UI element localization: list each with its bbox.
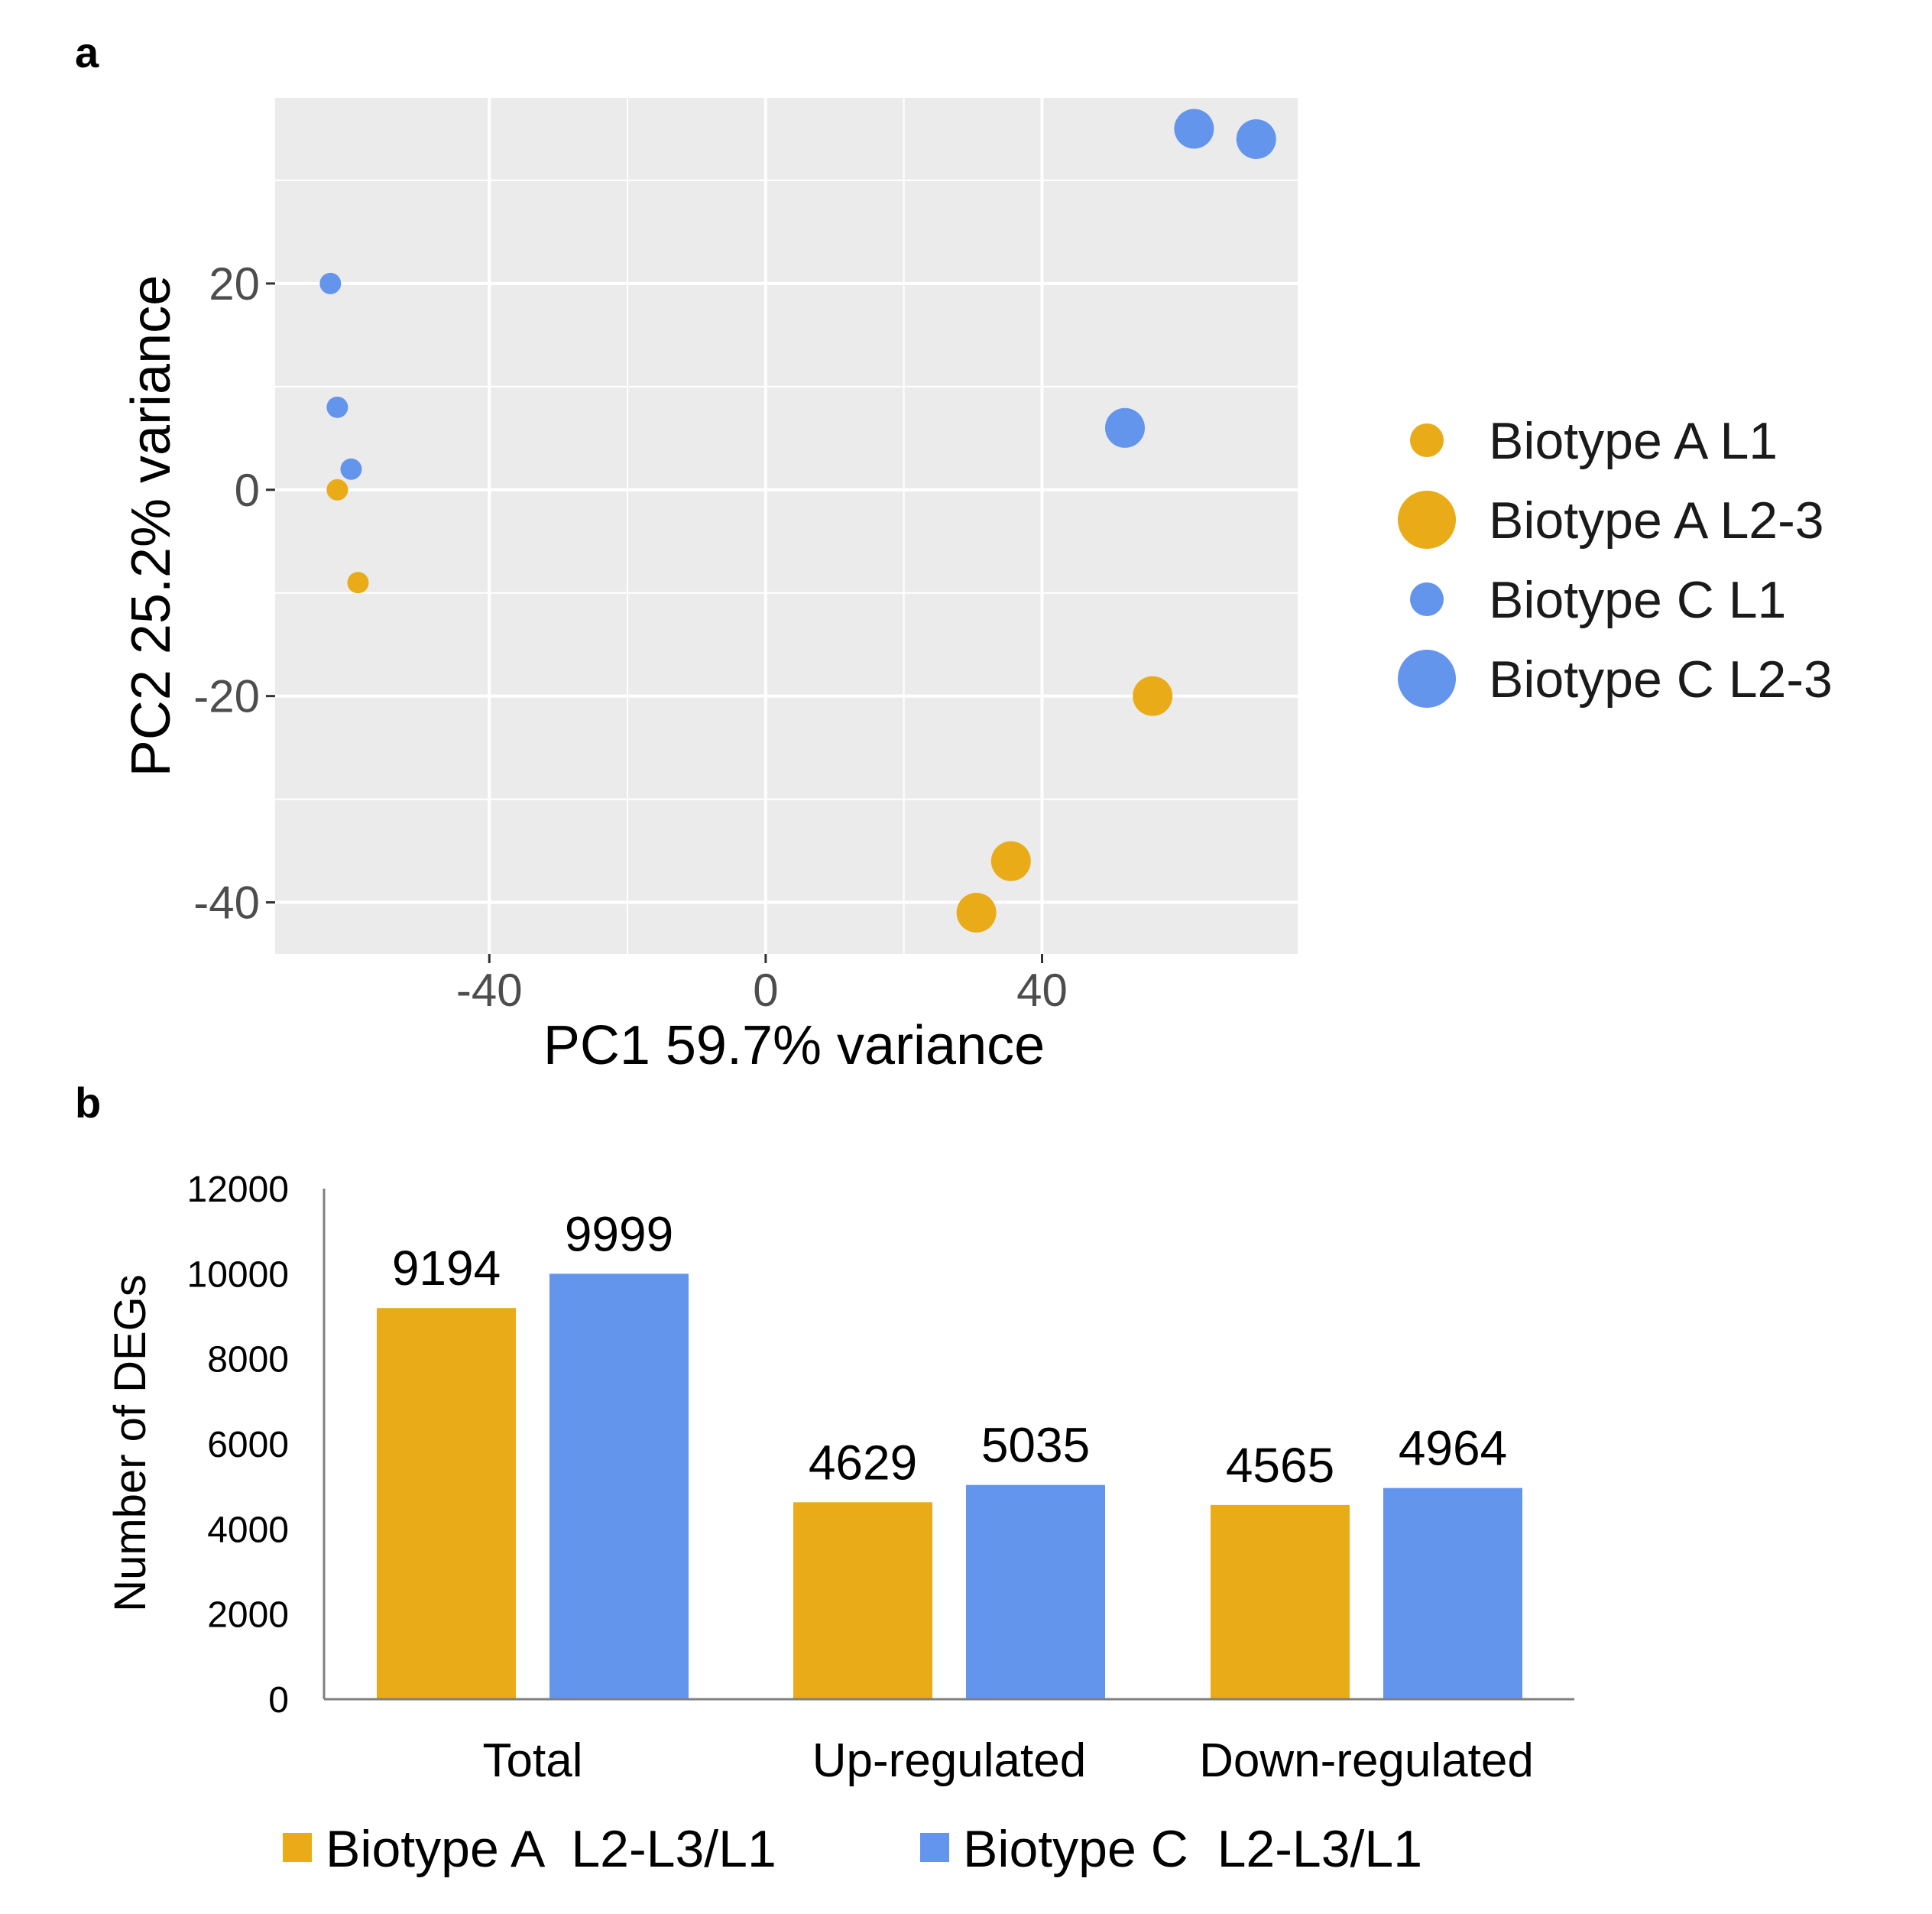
panel-b-letter: b [75, 1079, 101, 1127]
bar-y-ticks: 0 2000 4000 6000 8000 10000 12000 [187, 1169, 289, 1721]
pca-scatter-chart: -40 -20 0 20 -40 0 40 PC1 59.7% variance PC2 … [121, 98, 1833, 1076]
scatter-x-tick-label: 0 [753, 965, 778, 1016]
scatter-y-axis-title: PC2 25.2% variance [121, 275, 182, 777]
bar-y-tick-label: 6000 [207, 1425, 289, 1465]
bar-axes [323, 1189, 1574, 1701]
scatter-point [1133, 676, 1173, 716]
bar-data-label: 5035 [981, 1418, 1090, 1473]
scatter-x-tick-label: -40 [456, 965, 523, 1016]
scatter-point [326, 396, 348, 418]
bar [1211, 1504, 1350, 1699]
bar-y-tick-label: 12000 [187, 1169, 289, 1210]
scatter-gridlines [275, 98, 1298, 954]
scatter-point [319, 272, 342, 294]
deg-bar-chart: 0 2000 4000 6000 8000 10000 12000 9194 4629 4565… [105, 1169, 1574, 1878]
scatter-plot-area [275, 98, 1298, 954]
bar-category-label: Down-regulated [1199, 1734, 1534, 1787]
bar-data-label: 4964 [1399, 1421, 1507, 1476]
scatter-legend-label: Biotype A L2-3 [1489, 491, 1824, 550]
scatter-points [319, 109, 1276, 933]
bar-legend-key [920, 1833, 949, 1862]
scatter-point [340, 458, 362, 480]
bar-y-axis-title: Number of DEGs [105, 1274, 155, 1612]
scatter-y-tick-label: 20 [209, 258, 260, 310]
scatter-point [1236, 118, 1276, 159]
scatter-point [1104, 407, 1145, 448]
scatter-x-axis-title: PC1 59.7% variance [543, 1015, 1045, 1076]
bar-y-tick-label: 0 [268, 1680, 289, 1721]
bar [549, 1273, 689, 1699]
scatter-legend: Biotype A L1 Biotype A L2-3 Biotype C L1 Bi… [1398, 412, 1833, 709]
bar-y-tick-label: 4000 [207, 1510, 289, 1550]
scatter-legend-key [1410, 423, 1444, 457]
bar-category-label: Up-regulated [812, 1734, 1086, 1787]
bar [377, 1308, 516, 1699]
bar [966, 1484, 1105, 1699]
bar-legend: Biotype A L2-L3/L1 Biotype C L2-L3/L1 [283, 1820, 1422, 1878]
panel-a-letter: a [75, 28, 99, 76]
bar-data-label: 9999 [565, 1206, 673, 1261]
bar-data-label: 4565 [1226, 1438, 1334, 1493]
bar-legend-label: Biotype C L2-L3/L1 [963, 1820, 1422, 1878]
bar-y-tick-label: 2000 [207, 1595, 289, 1636]
bar-legend-label: Biotype A L2-L3/L1 [326, 1820, 776, 1878]
bar-category-label: Total [483, 1734, 583, 1787]
scatter-x-tick-label: 40 [1016, 965, 1068, 1016]
bar-data-labels: 9194 4629 4565 9999 5035 4964 [392, 1206, 1507, 1492]
scatter-point [956, 893, 997, 933]
scatter-legend-key [1398, 491, 1456, 549]
scatter-y-tick-label: 0 [235, 465, 260, 516]
bar-y-tick-label: 10000 [187, 1254, 289, 1295]
scatter-y-tick-label: -40 [193, 878, 260, 929]
scatter-legend-key [1398, 650, 1456, 708]
bar-data-label: 9194 [392, 1241, 501, 1296]
bar-series [377, 1273, 1522, 1699]
scatter-point [1174, 109, 1214, 149]
scatter-point [347, 572, 369, 594]
bar-y-tick-label: 8000 [207, 1340, 289, 1380]
scatter-y-tick-label: -20 [193, 671, 260, 722]
scatter-x-ticks: -40 0 40 [456, 954, 1068, 1016]
scatter-point [326, 478, 348, 501]
scatter-point [990, 841, 1031, 881]
bar-category-labels: Total Up-regulated Down-regulated [483, 1734, 1534, 1787]
bar [1383, 1487, 1522, 1699]
bar [793, 1502, 932, 1699]
scatter-legend-label: Biotype C L2-3 [1489, 650, 1833, 709]
bar-data-label: 4629 [809, 1435, 917, 1490]
scatter-legend-label: Biotype C L1 [1489, 571, 1786, 629]
scatter-legend-label: Biotype A L1 [1489, 412, 1778, 470]
scatter-y-ticks: -40 -20 0 20 [193, 258, 275, 929]
scatter-legend-key [1410, 582, 1444, 616]
bar-legend-key [283, 1833, 312, 1862]
